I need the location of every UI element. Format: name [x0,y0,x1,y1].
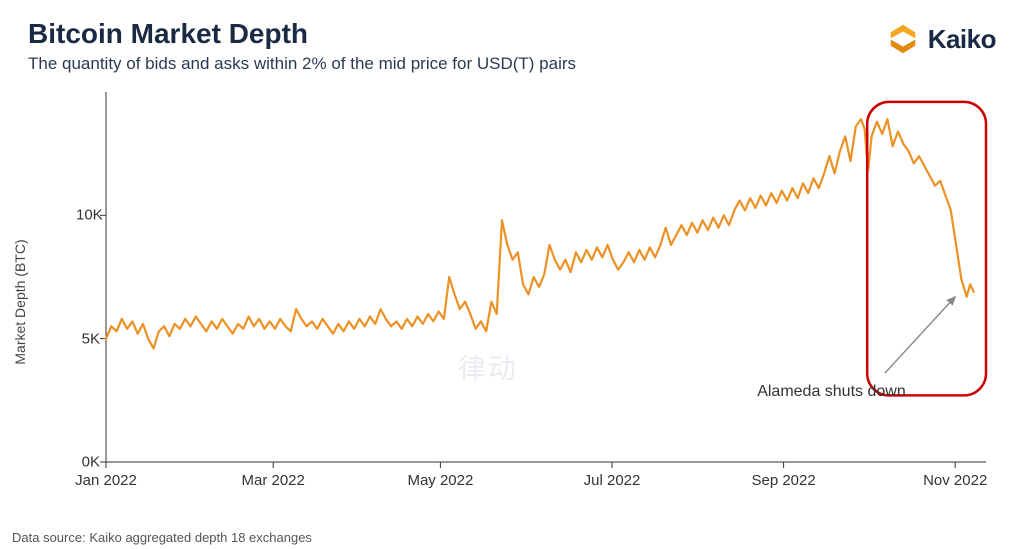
y-tick-label: 5K [76,330,100,347]
brand-logo: Kaiko [886,22,996,56]
header: Bitcoin Market Depth The quantity of bid… [28,18,996,74]
x-tick-label: Jan 2022 [75,472,137,489]
x-tick-label: Mar 2022 [242,472,305,489]
x-tick-label: Jul 2022 [584,472,641,489]
x-tick-label: May 2022 [407,472,473,489]
chart-card: Bitcoin Market Depth The quantity of bid… [0,0,1024,549]
y-tick-label: 10K [76,207,100,224]
titles: Bitcoin Market Depth The quantity of bid… [28,18,576,74]
chart-subtitle: The quantity of bids and asks within 2% … [28,54,576,74]
chart-svg [98,90,994,472]
data-source: Data source: Kaiko aggregated depth 18 e… [12,530,312,545]
y-tick-label: 0K [76,454,100,471]
kaiko-logo-icon [886,22,920,56]
brand-name: Kaiko [928,24,996,55]
annotation-label: Alameda shuts down [757,383,906,401]
plot-region [106,92,986,462]
x-tick-label: Sep 2022 [751,472,815,489]
y-axis-label: Market Depth (BTC) [12,239,28,364]
chart-area: Market Depth (BTC) 0K5K10K Jan 2022Mar 2… [28,92,996,512]
chart-title: Bitcoin Market Depth [28,18,576,50]
x-tick-label: Nov 2022 [923,472,987,489]
